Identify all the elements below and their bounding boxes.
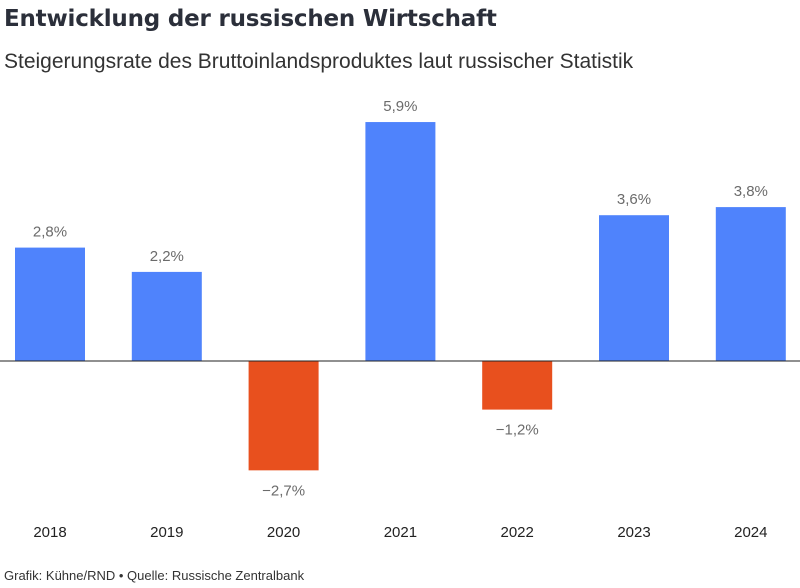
- bar-2020: [248, 361, 319, 471]
- chart-subtitle: Steigerungsrate des Bruttoinlandsprodukt…: [4, 50, 634, 73]
- value-label-2023: 3,6%: [617, 191, 651, 208]
- category-label-2020: 2020: [267, 524, 300, 541]
- value-label-2022: −1,2%: [496, 422, 539, 439]
- value-label-2018: 2,8%: [33, 224, 67, 241]
- bar-chart: 2,8%2,2%−2,7%5,9%−1,2%3,6% 3,8% 2018 2019 2…: [0, 98, 800, 541]
- category-label-2019: 2019: [150, 524, 183, 541]
- category-label-2021: 2021: [384, 524, 417, 541]
- bars-group: [15, 122, 786, 471]
- bar-2023: [599, 215, 669, 361]
- bar-2018: [15, 247, 85, 361]
- category-label-2018: 2018: [33, 524, 66, 541]
- value-labels-group: 2,8% 2,2% −2,7% 5,9% −1,2% 3,6% 3,8%: [33, 98, 768, 499]
- chart-title: Entwicklung der russischen Wirtschaft: [4, 6, 497, 32]
- bar-2019: [131, 271, 202, 361]
- bar-2021: [365, 122, 436, 361]
- value-label-2019: 2,2%: [150, 248, 184, 265]
- bar-2022: [482, 361, 553, 410]
- category-label-2022: 2022: [501, 524, 534, 541]
- category-label-2023: 2023: [617, 524, 650, 541]
- category-label-2024: 2024: [734, 524, 767, 541]
- value-label-2020: −2,7%: [262, 482, 305, 499]
- value-label-2024: 3,8%: [734, 183, 768, 200]
- value-label-2021: 5,9%: [383, 98, 417, 115]
- category-labels-group: 2018 2019 2020 2021 2022 2023 2024: [33, 524, 767, 541]
- bar-2024: [715, 207, 786, 361]
- source-footer: Grafik: Kühne/RND • Quelle: Russische Ze…: [4, 568, 305, 583]
